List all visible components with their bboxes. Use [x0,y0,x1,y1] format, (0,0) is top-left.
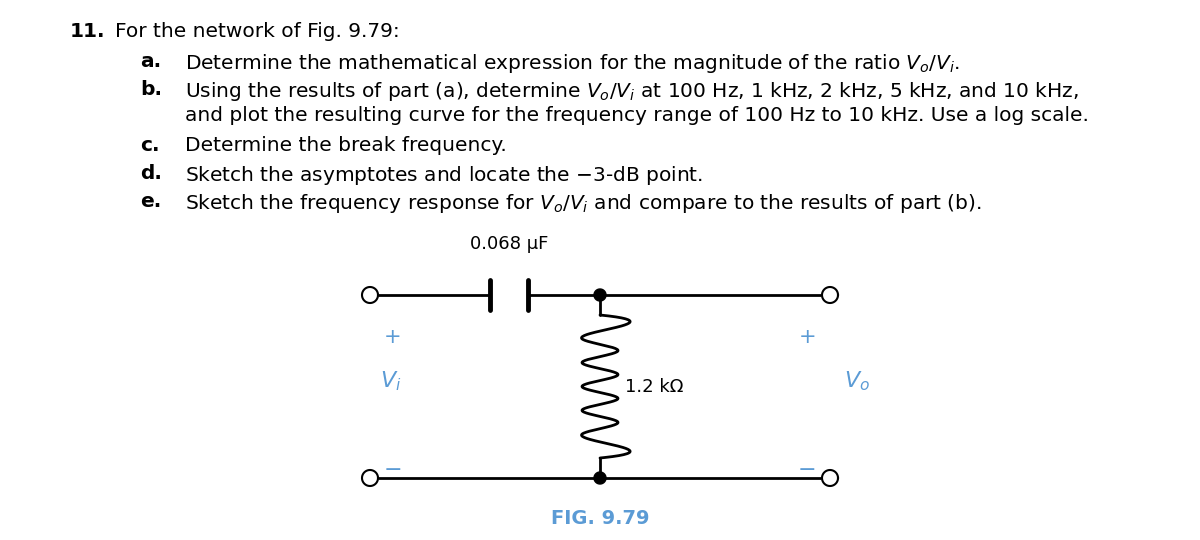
Text: b.: b. [140,80,162,99]
Text: Sketch the frequency response for $V_o/V_i$ and compare to the results of part (: Sketch the frequency response for $V_o/V… [185,192,982,215]
Text: For the network of Fig. 9.79:: For the network of Fig. 9.79: [115,22,400,41]
Text: and plot the resulting curve for the frequency range of 100 Hz to 10 kHz. Use a : and plot the resulting curve for the fre… [185,106,1088,125]
Polygon shape [594,472,606,484]
Text: e.: e. [140,192,161,211]
Text: a.: a. [140,52,161,71]
Text: Sketch the asymptotes and locate the $-$3-dB point.: Sketch the asymptotes and locate the $-$… [185,164,703,187]
Text: Using the results of part (a), determine $V_o/V_i$ at 100 Hz, 1 kHz, 2 kHz, 5 kH: Using the results of part (a), determine… [185,80,1079,103]
Text: $V_i$: $V_i$ [380,370,402,393]
Text: −: − [797,460,816,480]
Text: +: + [384,327,402,347]
Text: Determine the mathematical expression for the magnitude of the ratio $V_o/V_i$.: Determine the mathematical expression fo… [185,52,960,75]
Polygon shape [822,470,838,486]
Text: 11.: 11. [70,22,106,41]
Polygon shape [822,287,838,303]
Text: c.: c. [140,136,160,155]
Text: −: − [384,460,403,480]
Polygon shape [362,470,378,486]
Text: 1.2 kΩ: 1.2 kΩ [625,377,683,395]
Text: Determine the break frequency.: Determine the break frequency. [185,136,506,155]
Text: $V_o$: $V_o$ [844,370,870,393]
Polygon shape [362,287,378,303]
Text: +: + [798,327,816,347]
Text: 0.068 μF: 0.068 μF [470,235,548,253]
Polygon shape [594,289,606,301]
Text: FIG. 9.79: FIG. 9.79 [551,509,649,528]
Text: d.: d. [140,164,162,183]
